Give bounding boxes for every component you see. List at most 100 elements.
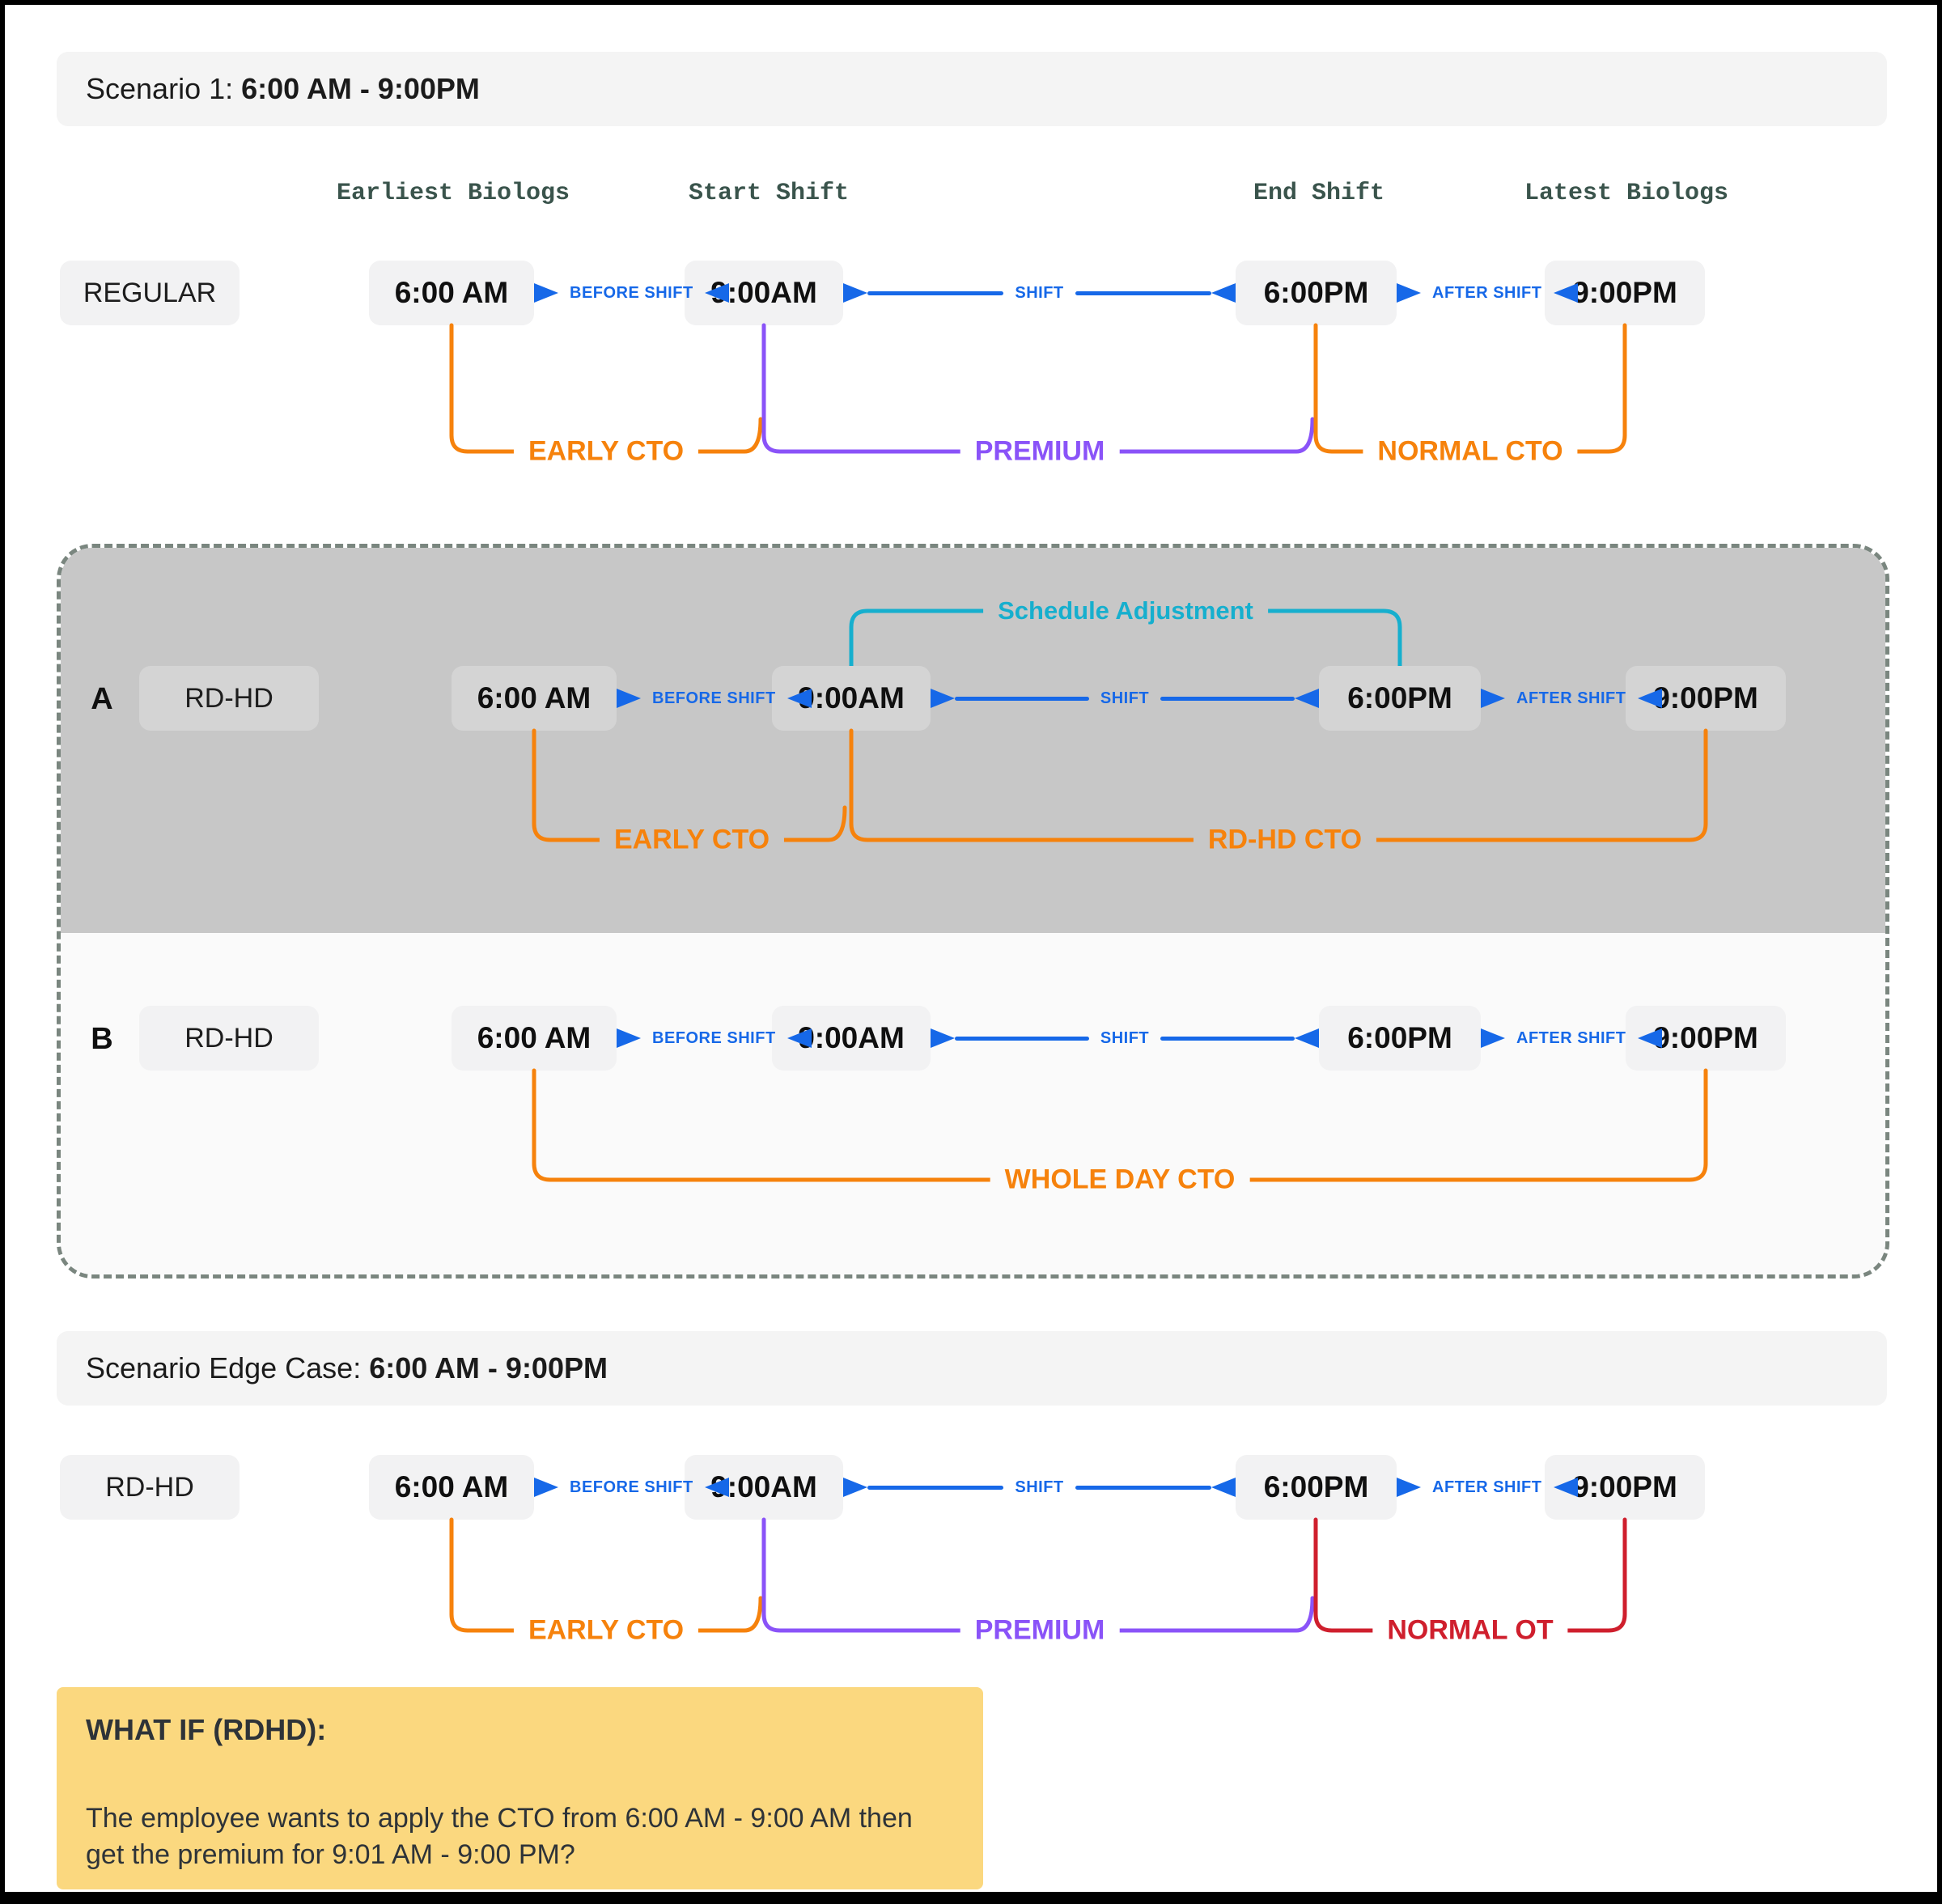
arrow-head-right-icon: [534, 283, 558, 303]
column-header-end-shift: End Shift: [1253, 180, 1385, 207]
canvas-border-right: [1937, 0, 1942, 1904]
edge-case-header-time-range: 6:00 AM - 9:00PM: [369, 1351, 608, 1385]
regular-early-cto-label: EARLY CTO: [513, 435, 699, 468]
option-b-before-shift-arrow: BEFORE SHIFT: [617, 1019, 812, 1058]
option-b-before-shift-label: BEFORE SHIFT: [652, 1028, 776, 1047]
regular-row-label: REGULAR: [60, 261, 240, 325]
scenario1-header: Scenario 1: 6:00 AM - 9:00PM: [57, 52, 1887, 126]
arrow-head-left-icon: [1637, 689, 1662, 708]
edge-case-before-shift-label: BEFORE SHIFT: [570, 1478, 693, 1496]
edge-case-row-label: RD-HD: [60, 1455, 240, 1520]
option-b-after-shift-label: AFTER SHIFT: [1516, 1028, 1626, 1047]
arrow-head-right-icon: [534, 1478, 558, 1497]
arrow-line: [955, 696, 1089, 701]
option-b-bracket-graphic: [532, 1068, 1708, 1182]
option-a-end-time-box: 6:00PM: [1319, 666, 1481, 731]
edge-case-shift-label: SHIFT: [1015, 1478, 1064, 1496]
edge-case-header: Scenario Edge Case: 6:00 AM - 9:00PM: [57, 1331, 1887, 1406]
arrow-head-right-icon: [1397, 283, 1421, 303]
regular-earliest-time-box: 6:00 AM: [369, 261, 534, 325]
edge-case-shift-arrow: SHIFT: [843, 1468, 1236, 1507]
option-a-brackets-graphic: [532, 728, 1708, 842]
arrow-head-left-icon: [787, 1028, 812, 1048]
arrow-head-right-icon: [1481, 689, 1505, 708]
option-b-shift-arrow: SHIFT: [931, 1019, 1319, 1058]
option-a-letter: A: [91, 682, 113, 716]
edge-case-earliest-time-box: 6:00 AM: [369, 1455, 534, 1520]
arrow-head-left-icon: [704, 1478, 729, 1497]
schedule-adjustment-label: Schedule Adjustment: [983, 596, 1268, 625]
arrow-head-left-icon: [1295, 1028, 1319, 1048]
edge-case-latest-time-box: 9:00PM: [1545, 1455, 1705, 1520]
arrow-head-left-icon: [787, 689, 812, 708]
edge-case-normal-ot-label: NORMAL OT: [1372, 1614, 1568, 1647]
arrow-line: [1160, 696, 1295, 701]
arrow-head-right-icon: [617, 689, 641, 708]
arrow-head-right-icon: [931, 1028, 955, 1048]
schedule-adjustment-bracket-graphic: [849, 609, 1402, 670]
column-header-start-shift: Start Shift: [688, 180, 850, 207]
edge-case-header-prefix: Scenario Edge Case:: [86, 1351, 362, 1385]
option-a-rdhd-cto-label: RD-HD CTO: [1193, 824, 1377, 856]
option-b-letter: B: [91, 1022, 113, 1056]
canvas-border-top: [0, 0, 1942, 5]
regular-before-shift-arrow: BEFORE SHIFT: [534, 274, 729, 312]
scenario1-header-prefix: Scenario 1:: [86, 72, 234, 105]
arrow-line: [867, 290, 1004, 295]
arrow-line: [1160, 1036, 1295, 1041]
canvas-border-bottom: [0, 1892, 1942, 1904]
option-a-before-shift-arrow: BEFORE SHIFT: [617, 679, 812, 718]
regular-shift-arrow: SHIFT: [843, 274, 1236, 312]
arrow-line: [1075, 290, 1211, 295]
regular-premium-label: PREMIUM: [960, 435, 1120, 468]
arrow-head-left-icon: [1553, 1478, 1578, 1497]
option-b-section-background: [61, 933, 1885, 1274]
option-a-shift-label: SHIFT: [1100, 689, 1150, 707]
edge-case-after-shift-arrow: AFTER SHIFT: [1397, 1468, 1578, 1507]
arrow-head-left-icon: [1211, 283, 1236, 303]
regular-before-shift-label: BEFORE SHIFT: [570, 283, 693, 302]
edge-case-early-cto-label: EARLY CTO: [513, 1614, 699, 1647]
canvas-border-left: [0, 0, 5, 1904]
arrow-head-right-icon: [843, 1478, 867, 1497]
scenario1-header-time-range: 6:00 AM - 9:00PM: [241, 72, 480, 105]
option-b-shift-label: SHIFT: [1100, 1028, 1150, 1047]
edge-case-after-shift-label: AFTER SHIFT: [1432, 1478, 1542, 1496]
arrow-head-right-icon: [617, 1028, 641, 1048]
option-b-row-label: RD-HD: [139, 1006, 319, 1071]
arrow-head-left-icon: [1637, 1028, 1662, 1048]
edge-case-end-time-box: 6:00PM: [1236, 1455, 1397, 1520]
column-header-latest-biologs: Latest Biologs: [1524, 180, 1729, 207]
arrow-head-right-icon: [1481, 1028, 1505, 1048]
option-a-before-shift-label: BEFORE SHIFT: [652, 689, 776, 707]
option-b-after-shift-arrow: AFTER SHIFT: [1481, 1019, 1662, 1058]
arrow-head-left-icon: [704, 283, 729, 303]
arrow-head-left-icon: [1295, 689, 1319, 708]
option-a-after-shift-arrow: AFTER SHIFT: [1481, 679, 1662, 718]
what-if-title: WHAT IF (RDHD):: [86, 1713, 327, 1746]
what-if-body: The employee wants to apply the CTO from…: [86, 1803, 913, 1870]
what-if-note: WHAT IF (RDHD): The employee wants to ap…: [57, 1687, 983, 1889]
arrow-head-right-icon: [843, 283, 867, 303]
option-b-earliest-time-box: 6:00 AM: [452, 1006, 617, 1071]
arrow-line: [955, 1036, 1089, 1041]
option-b-end-time-box: 6:00PM: [1319, 1006, 1481, 1071]
edge-case-before-shift-arrow: BEFORE SHIFT: [534, 1468, 729, 1507]
option-a-row-label: RD-HD: [139, 666, 319, 731]
arrow-head-right-icon: [931, 689, 955, 708]
option-a-earliest-time-box: 6:00 AM: [452, 666, 617, 731]
arrow-head-right-icon: [1397, 1478, 1421, 1497]
regular-shift-label: SHIFT: [1015, 283, 1064, 302]
option-a-early-cto-label: EARLY CTO: [599, 824, 785, 856]
arrow-line: [1075, 1485, 1211, 1490]
option-b-whole-day-cto-label: WHOLE DAY CTO: [990, 1164, 1250, 1196]
arrow-head-left-icon: [1211, 1478, 1236, 1497]
option-a-after-shift-label: AFTER SHIFT: [1516, 689, 1626, 707]
regular-after-shift-label: AFTER SHIFT: [1432, 283, 1542, 302]
regular-end-time-box: 6:00PM: [1236, 261, 1397, 325]
regular-normal-cto-label: NORMAL CTO: [1363, 435, 1578, 468]
arrow-head-left-icon: [1553, 283, 1578, 303]
regular-after-shift-arrow: AFTER SHIFT: [1397, 274, 1578, 312]
column-header-earliest-biologs: Earliest Biologs: [336, 180, 570, 207]
